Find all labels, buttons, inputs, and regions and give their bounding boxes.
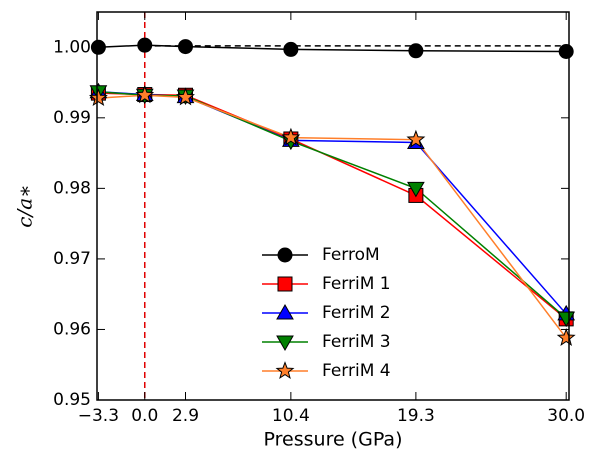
data-point: [135, 85, 155, 104]
y-tick-label: 0.99: [53, 108, 91, 128]
plot-frame: [96, 11, 570, 401]
data-point: [407, 181, 425, 198]
legend-marker: [276, 303, 294, 320]
x-tick-label: 10.4: [272, 406, 310, 426]
data-point: [408, 43, 424, 59]
data-point: [176, 87, 195, 106]
y-axis-label: c/a∗: [13, 184, 37, 227]
legend-marker: [277, 247, 293, 263]
x-axis-label: Pressure (GPa): [264, 429, 403, 451]
legend-marker: [277, 276, 293, 292]
legend-label: FerriM 4: [322, 361, 391, 381]
legend-label: FerriM 1: [322, 274, 391, 294]
legend-marker: [275, 361, 295, 380]
x-tick-label: 0.0: [131, 406, 158, 426]
x-tick-label: 19.3: [397, 406, 435, 426]
x-tick-label: 2.9: [172, 406, 199, 426]
series-line: [98, 44, 567, 53]
y-tick-label: 0.96: [53, 319, 91, 339]
data-point: [558, 44, 574, 60]
x-tick-label: −3.3: [78, 406, 119, 426]
data-point: [557, 311, 576, 328]
y-tick-label: 0.97: [53, 249, 91, 269]
data-point: [406, 129, 426, 148]
y-tick-label: 1.00: [53, 37, 91, 57]
y-tick-label: 0.98: [53, 178, 91, 198]
legend-marker: [276, 335, 294, 352]
data-point: [88, 88, 108, 107]
legend: FerroM FerriM 1 FerriM 2 FerriM 3 FerriM 4: [262, 245, 391, 381]
legend-label: FerriM 2: [322, 303, 391, 323]
data-point: [283, 41, 299, 57]
data-point: [281, 127, 301, 146]
data-point: [137, 37, 153, 53]
y-tick-label: 0.95: [53, 390, 91, 410]
data-point: [556, 327, 576, 346]
data-point: [178, 39, 193, 55]
legend-label: FerroM: [322, 245, 380, 265]
series-line: [98, 90, 567, 319]
legend-label: FerriM 3: [322, 332, 391, 352]
series-line: [98, 94, 567, 339]
x-tick-label: 30.0: [547, 406, 585, 426]
